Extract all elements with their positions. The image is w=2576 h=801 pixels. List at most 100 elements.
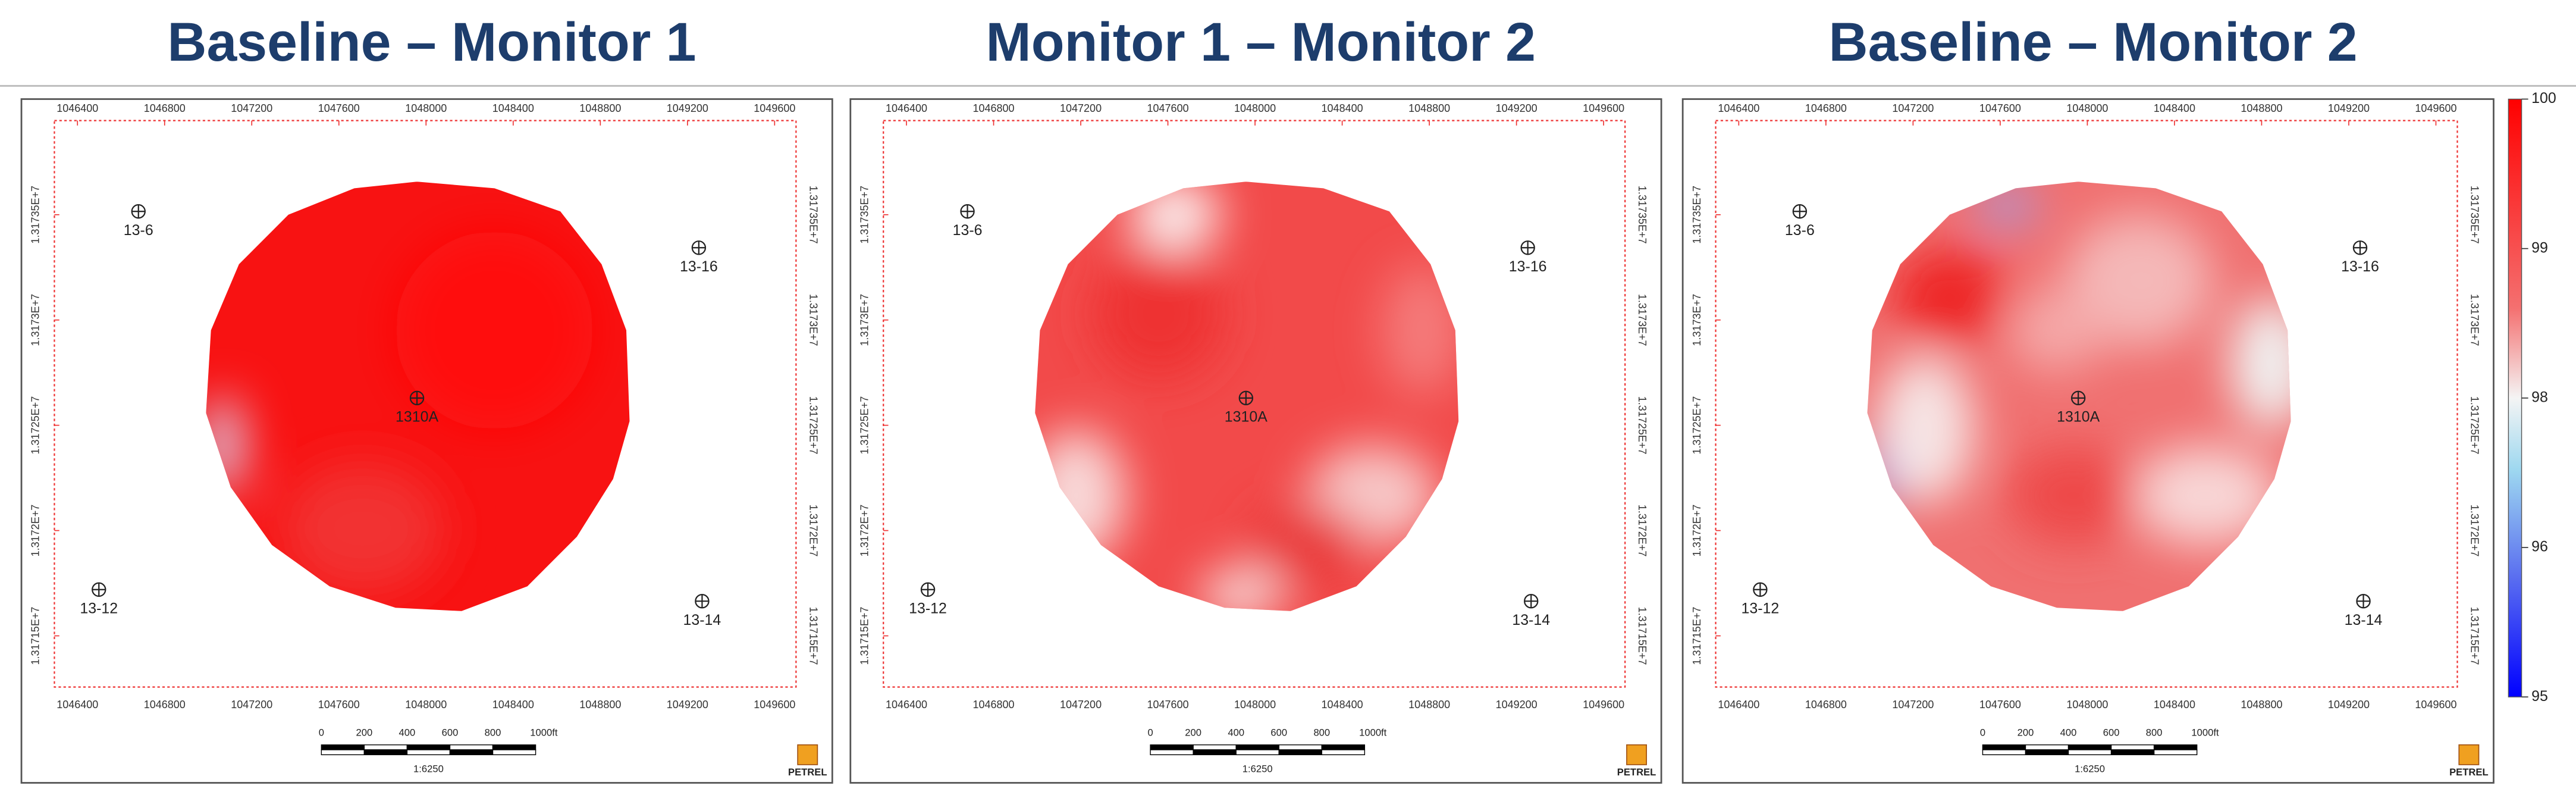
scale-segment	[2110, 744, 2155, 750]
x-tick-label: 1047600	[1147, 102, 1189, 114]
well-cross	[131, 205, 145, 218]
y-tick-label: 1.3172E+7	[2468, 505, 2480, 557]
scale-label: 600	[2103, 727, 2120, 739]
heatmap-blob	[2131, 446, 2280, 545]
y-tick-label: 1.3172E+7	[1691, 505, 1703, 557]
heatmap-blob	[2007, 446, 2139, 545]
scale-segment	[1150, 749, 1194, 755]
y-tick-label: 1.31715E+7	[2468, 607, 2480, 665]
well-label: 13-16	[1509, 258, 1547, 275]
scale-label: 200	[2017, 727, 2034, 739]
scale-label: 200	[1185, 727, 1201, 739]
well-label: 13-6	[953, 222, 983, 239]
heatmap	[206, 182, 630, 611]
scale-segment	[449, 749, 494, 755]
scale-segment	[1193, 749, 1237, 755]
x-tick-label: 1048400	[2154, 102, 2195, 114]
y-tick-label: 1.3173E+7	[1636, 294, 1648, 346]
y-tick-label: 1.31735E+7	[1691, 186, 1703, 244]
well-label: 13-16	[2341, 258, 2379, 275]
scale-label: 600	[1270, 727, 1287, 739]
well-cross	[92, 583, 106, 596]
heatmap-blob	[280, 462, 445, 595]
panels: 1046400 1046400 1046800 1046800 1047200 10472…	[20, 98, 2495, 784]
x-tick-label: 1049200	[667, 699, 708, 711]
well-cross	[1521, 241, 1535, 255]
colorbar-label: 96	[2531, 539, 2548, 555]
y-tick-label: 1.31735E+7	[1636, 186, 1648, 244]
logo-text: PETREL	[2449, 766, 2489, 778]
scale-label: 400	[2060, 727, 2077, 739]
well-cross	[2072, 391, 2085, 405]
scale-label: 0	[1148, 727, 1153, 739]
heatmap-blob	[1093, 248, 1225, 380]
scale-segment	[1278, 744, 1322, 750]
y-tick-label: 1.31715E+7	[859, 607, 871, 665]
scale-segment	[2153, 749, 2198, 755]
heatmap	[1035, 182, 1459, 611]
panel-title: Baseline – Monitor 2	[1829, 12, 2358, 73]
scale-segment	[2153, 744, 2198, 750]
heatmap-blobs	[1035, 182, 1459, 611]
scale-segment	[492, 749, 536, 755]
scale-segment	[1235, 749, 1279, 755]
heatmap-blob	[1892, 248, 2008, 347]
logo-text: PETREL	[1617, 766, 1656, 778]
x-tick-label: 1049600	[1583, 699, 1624, 711]
y-tick-label: 1.3173E+7	[807, 294, 819, 346]
scale-label: 1000ft	[1359, 727, 1387, 739]
y-tick-label: 1.3173E+7	[1691, 294, 1703, 346]
y-tick-label: 1.31735E+7	[807, 186, 819, 244]
scale-segment	[363, 744, 408, 750]
x-tick-label: 1046800	[1805, 102, 1847, 114]
x-tick-label: 1048000	[1234, 699, 1276, 711]
x-tick-label: 1048000	[2066, 102, 2108, 114]
scale-segment	[406, 749, 451, 755]
logo-icon	[797, 744, 818, 765]
scale-segment	[1235, 744, 1279, 750]
well-label: 13-6	[1785, 222, 1815, 239]
x-tick-label: 1048800	[2241, 102, 2282, 114]
x-tick-label: 1048000	[405, 699, 447, 711]
well-cross	[1239, 391, 1253, 405]
x-tick-label: 1046800	[144, 699, 186, 711]
x-tick-label: 1049200	[1496, 699, 1538, 711]
heatmap-blob	[1978, 190, 2037, 223]
heatmap-blob	[396, 231, 594, 430]
scale-label: 1000ft	[2191, 727, 2219, 739]
plot-frame	[1715, 120, 2458, 688]
y-tick-label: 1.31725E+7	[1691, 396, 1703, 455]
x-tick-label: 1048000	[405, 102, 447, 114]
scale-label: 800	[2146, 727, 2163, 739]
scale-segment	[2067, 744, 2112, 750]
x-tick-label: 1048400	[2154, 699, 2195, 711]
well-cross	[1793, 205, 1806, 218]
scale-segment	[1278, 749, 1322, 755]
y-tick-label: 1.3172E+7	[807, 505, 819, 557]
heatmap-blob	[2065, 214, 2214, 347]
y-tick-label: 1.31725E+7	[807, 396, 819, 455]
x-tick-label: 1048800	[1408, 102, 1450, 114]
scale-ratio: 1:6250	[1242, 764, 1273, 775]
scale-segment	[1982, 749, 2026, 755]
x-tick-label: 1046400	[886, 699, 927, 711]
scale-segment	[449, 744, 494, 750]
map-panel: 1046400 1046400 1046800 1046800 1047200 10472…	[849, 98, 1662, 784]
well-label: 13-14	[683, 612, 721, 628]
y-tick-label: 1.31725E+7	[859, 396, 871, 455]
y-tick-label: 1.31715E+7	[30, 607, 42, 665]
x-tick-label: 1047600	[318, 699, 360, 711]
scale-segment	[2025, 744, 2069, 750]
well-cross	[1753, 583, 1767, 596]
well-label: 1310A	[396, 409, 438, 425]
scale-ratio: 1:6250	[2075, 764, 2105, 775]
plot-frame	[54, 120, 797, 688]
scale-segment	[321, 749, 365, 755]
x-tick-label: 1046800	[144, 102, 186, 114]
heatmap-blobs	[206, 231, 594, 595]
x-tick-label: 1046800	[972, 102, 1014, 114]
x-tick-label: 1049200	[1496, 102, 1538, 114]
plot-frame	[883, 120, 1626, 688]
panel-title: Monitor 1 – Monitor 2	[986, 12, 1536, 73]
x-tick-label: 1049600	[754, 699, 795, 711]
